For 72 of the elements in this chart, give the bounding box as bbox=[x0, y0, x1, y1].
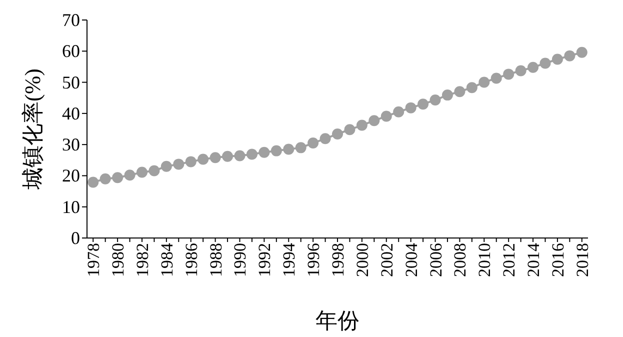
point bbox=[160, 160, 172, 172]
y-tick-label: 60 bbox=[62, 41, 80, 62]
point bbox=[564, 50, 576, 62]
x-tick-label: 2006 bbox=[426, 243, 446, 277]
x-tick-label: 1982 bbox=[132, 243, 152, 277]
point bbox=[430, 94, 441, 106]
point bbox=[173, 158, 184, 170]
x-tick-label: 1994 bbox=[280, 242, 299, 277]
point bbox=[528, 62, 539, 73]
point bbox=[308, 138, 319, 149]
point bbox=[100, 173, 111, 184]
point bbox=[405, 102, 416, 114]
x-tick-label: 2002 bbox=[377, 243, 396, 277]
point bbox=[490, 72, 502, 84]
x-tick-label: 2004 bbox=[402, 242, 421, 277]
x-tick-label: 1984 bbox=[157, 242, 176, 277]
y-tick-label: 30 bbox=[62, 134, 80, 155]
point bbox=[503, 68, 514, 80]
point bbox=[234, 150, 246, 162]
point bbox=[515, 65, 526, 76]
point bbox=[124, 170, 136, 181]
point bbox=[112, 172, 124, 184]
point bbox=[418, 98, 429, 110]
x-tick-label: 2010 bbox=[475, 243, 494, 277]
point bbox=[295, 142, 306, 154]
point bbox=[88, 176, 99, 188]
y-axis-title: 城镇化率(%) bbox=[20, 68, 45, 190]
point bbox=[356, 120, 368, 131]
point bbox=[332, 128, 343, 140]
y-tick-label: 50 bbox=[62, 72, 80, 92]
point bbox=[185, 156, 196, 168]
point bbox=[198, 154, 209, 165]
x-tick-label: 1996 bbox=[304, 243, 324, 277]
y-tick-label: 10 bbox=[62, 196, 80, 217]
x-tick-label: 1978 bbox=[84, 243, 104, 277]
x-tick-label: 1992 bbox=[255, 243, 274, 277]
point bbox=[380, 110, 392, 122]
point bbox=[540, 58, 551, 69]
point bbox=[344, 124, 356, 136]
y-tick-label: 20 bbox=[62, 166, 80, 186]
point bbox=[478, 76, 490, 88]
x-tick-label: 2008 bbox=[450, 243, 470, 277]
x-axis-title: 年份 bbox=[316, 308, 360, 333]
x-tick-label: 2014 bbox=[524, 242, 544, 277]
x-tick-label: 2000 bbox=[352, 243, 372, 277]
x-tick-label: 1998 bbox=[328, 243, 348, 277]
x-tick-label: 2018 bbox=[572, 243, 592, 277]
x-tick-label: 1980 bbox=[108, 243, 128, 277]
point bbox=[283, 144, 294, 155]
point bbox=[552, 54, 563, 65]
point bbox=[320, 133, 331, 144]
x-tick-label: 1990 bbox=[230, 243, 250, 277]
point bbox=[368, 115, 380, 126]
point bbox=[442, 90, 453, 101]
point bbox=[393, 106, 404, 118]
point bbox=[148, 165, 160, 176]
point bbox=[210, 152, 221, 164]
x-tick-label: 1986 bbox=[182, 243, 201, 277]
point bbox=[246, 148, 258, 160]
x-tick-label: 1988 bbox=[206, 243, 226, 277]
point bbox=[454, 86, 466, 98]
point bbox=[222, 150, 234, 162]
point bbox=[136, 166, 148, 178]
x-tick-label: 2012 bbox=[500, 243, 519, 277]
point bbox=[258, 146, 270, 158]
y-tick-label: 0 bbox=[71, 228, 80, 248]
point bbox=[576, 46, 588, 58]
point bbox=[466, 82, 478, 94]
x-tick-label: 2016 bbox=[548, 243, 568, 277]
y-tick-label: 40 bbox=[62, 103, 80, 124]
y-tick-label: 70 bbox=[62, 10, 80, 30]
point bbox=[270, 145, 282, 156]
